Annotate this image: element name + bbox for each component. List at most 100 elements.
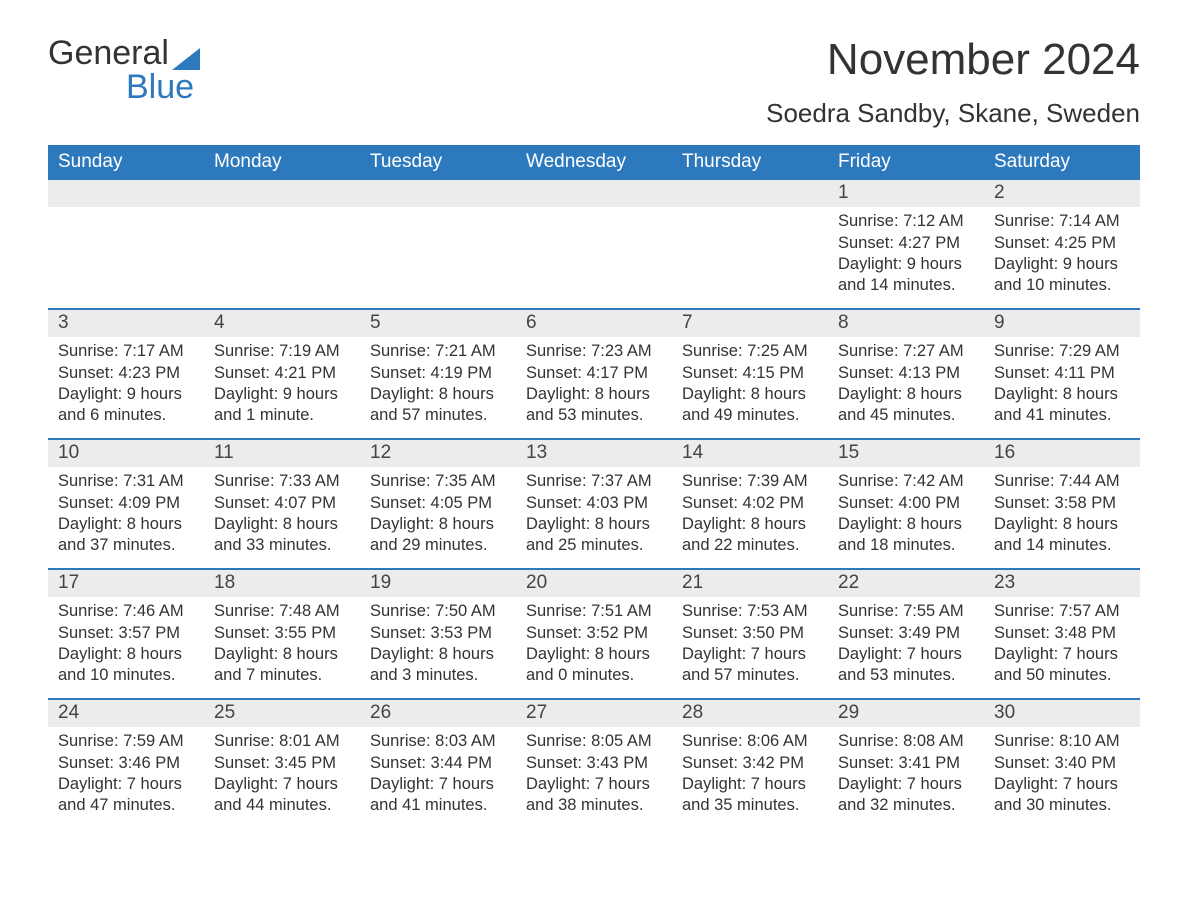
logo-word1: General xyxy=(48,36,169,70)
day-body: Sunrise: 7:42 AMSunset: 4:00 PMDaylight:… xyxy=(828,467,984,555)
sunrise-line: Sunrise: 7:59 AM xyxy=(58,731,194,752)
day-number: 21 xyxy=(672,570,828,597)
sunset-line: Sunset: 3:49 PM xyxy=(838,623,974,644)
top-row: General Blue November 2024 Soedra Sandby… xyxy=(48,36,1140,129)
sunrise-line: Sunrise: 7:53 AM xyxy=(682,601,818,622)
sunrise-line: Sunrise: 7:14 AM xyxy=(994,211,1130,232)
day-cell: 10Sunrise: 7:31 AMSunset: 4:09 PMDayligh… xyxy=(48,440,204,568)
day-cell: 30Sunrise: 8:10 AMSunset: 3:40 PMDayligh… xyxy=(984,700,1140,828)
sunrise-line: Sunrise: 8:10 AM xyxy=(994,731,1130,752)
daylight-line: Daylight: 8 hoursand 10 minutes. xyxy=(58,644,194,686)
sunset-line: Sunset: 3:43 PM xyxy=(526,753,662,774)
day-number: 23 xyxy=(984,570,1140,597)
day-cell: 5Sunrise: 7:21 AMSunset: 4:19 PMDaylight… xyxy=(360,310,516,438)
sunrise-line: Sunrise: 7:21 AM xyxy=(370,341,506,362)
sunset-line: Sunset: 3:52 PM xyxy=(526,623,662,644)
daylight-line: Daylight: 7 hoursand 53 minutes. xyxy=(838,644,974,686)
empty-strip xyxy=(204,180,360,207)
weekday-header: Sunday xyxy=(48,145,204,180)
day-cell: 8Sunrise: 7:27 AMSunset: 4:13 PMDaylight… xyxy=(828,310,984,438)
day-number: 6 xyxy=(516,310,672,337)
weekday-header: Friday xyxy=(828,145,984,180)
day-body: Sunrise: 7:57 AMSunset: 3:48 PMDaylight:… xyxy=(984,597,1140,685)
sunset-line: Sunset: 3:42 PM xyxy=(682,753,818,774)
day-number: 3 xyxy=(48,310,204,337)
daylight-line: Daylight: 9 hoursand 1 minute. xyxy=(214,384,350,426)
sunrise-line: Sunrise: 7:37 AM xyxy=(526,471,662,492)
empty-day-cell xyxy=(48,180,204,308)
sunrise-line: Sunrise: 7:12 AM xyxy=(838,211,974,232)
sunset-line: Sunset: 4:03 PM xyxy=(526,493,662,514)
day-cell: 16Sunrise: 7:44 AMSunset: 3:58 PMDayligh… xyxy=(984,440,1140,568)
day-body: Sunrise: 7:17 AMSunset: 4:23 PMDaylight:… xyxy=(48,337,204,425)
day-cell: 3Sunrise: 7:17 AMSunset: 4:23 PMDaylight… xyxy=(48,310,204,438)
day-number: 25 xyxy=(204,700,360,727)
sunset-line: Sunset: 4:02 PM xyxy=(682,493,818,514)
weekday-header: Tuesday xyxy=(360,145,516,180)
day-body: Sunrise: 7:39 AMSunset: 4:02 PMDaylight:… xyxy=(672,467,828,555)
sunset-line: Sunset: 3:58 PM xyxy=(994,493,1130,514)
day-number: 10 xyxy=(48,440,204,467)
day-body: Sunrise: 8:08 AMSunset: 3:41 PMDaylight:… xyxy=(828,727,984,815)
day-number: 27 xyxy=(516,700,672,727)
day-body: Sunrise: 7:25 AMSunset: 4:15 PMDaylight:… xyxy=(672,337,828,425)
sunset-line: Sunset: 4:17 PM xyxy=(526,363,662,384)
day-number: 22 xyxy=(828,570,984,597)
empty-strip xyxy=(360,180,516,207)
sunset-line: Sunset: 4:09 PM xyxy=(58,493,194,514)
sunrise-line: Sunrise: 7:46 AM xyxy=(58,601,194,622)
day-cell: 18Sunrise: 7:48 AMSunset: 3:55 PMDayligh… xyxy=(204,570,360,698)
sunrise-line: Sunrise: 7:25 AM xyxy=(682,341,818,362)
daylight-line: Daylight: 8 hoursand 18 minutes. xyxy=(838,514,974,556)
sunset-line: Sunset: 4:05 PM xyxy=(370,493,506,514)
sunset-line: Sunset: 3:46 PM xyxy=(58,753,194,774)
day-cell: 29Sunrise: 8:08 AMSunset: 3:41 PMDayligh… xyxy=(828,700,984,828)
daylight-line: Daylight: 8 hoursand 33 minutes. xyxy=(214,514,350,556)
day-body: Sunrise: 7:50 AMSunset: 3:53 PMDaylight:… xyxy=(360,597,516,685)
day-body: Sunrise: 7:51 AMSunset: 3:52 PMDaylight:… xyxy=(516,597,672,685)
empty-day-cell xyxy=(516,180,672,308)
day-body: Sunrise: 7:23 AMSunset: 4:17 PMDaylight:… xyxy=(516,337,672,425)
day-number: 14 xyxy=(672,440,828,467)
day-number: 30 xyxy=(984,700,1140,727)
daylight-line: Daylight: 9 hoursand 6 minutes. xyxy=(58,384,194,426)
day-body: Sunrise: 7:37 AMSunset: 4:03 PMDaylight:… xyxy=(516,467,672,555)
daylight-line: Daylight: 8 hoursand 45 minutes. xyxy=(838,384,974,426)
day-body: Sunrise: 8:05 AMSunset: 3:43 PMDaylight:… xyxy=(516,727,672,815)
day-number: 1 xyxy=(828,180,984,207)
sunrise-line: Sunrise: 7:33 AM xyxy=(214,471,350,492)
calendar: SundayMondayTuesdayWednesdayThursdayFrid… xyxy=(48,145,1140,828)
day-body: Sunrise: 7:48 AMSunset: 3:55 PMDaylight:… xyxy=(204,597,360,685)
sunset-line: Sunset: 3:55 PM xyxy=(214,623,350,644)
day-cell: 19Sunrise: 7:50 AMSunset: 3:53 PMDayligh… xyxy=(360,570,516,698)
sunset-line: Sunset: 3:50 PM xyxy=(682,623,818,644)
sunset-line: Sunset: 4:07 PM xyxy=(214,493,350,514)
day-body: Sunrise: 7:53 AMSunset: 3:50 PMDaylight:… xyxy=(672,597,828,685)
day-cell: 26Sunrise: 8:03 AMSunset: 3:44 PMDayligh… xyxy=(360,700,516,828)
day-number: 26 xyxy=(360,700,516,727)
day-cell: 6Sunrise: 7:23 AMSunset: 4:17 PMDaylight… xyxy=(516,310,672,438)
empty-strip xyxy=(48,180,204,207)
day-body: Sunrise: 7:31 AMSunset: 4:09 PMDaylight:… xyxy=(48,467,204,555)
day-number: 9 xyxy=(984,310,1140,337)
sunrise-line: Sunrise: 7:42 AM xyxy=(838,471,974,492)
sunrise-line: Sunrise: 7:57 AM xyxy=(994,601,1130,622)
day-number: 17 xyxy=(48,570,204,597)
daylight-line: Daylight: 9 hoursand 10 minutes. xyxy=(994,254,1130,296)
day-body: Sunrise: 7:44 AMSunset: 3:58 PMDaylight:… xyxy=(984,467,1140,555)
empty-day-cell xyxy=(360,180,516,308)
daylight-line: Daylight: 8 hoursand 29 minutes. xyxy=(370,514,506,556)
sunset-line: Sunset: 4:25 PM xyxy=(994,233,1130,254)
sunrise-line: Sunrise: 7:23 AM xyxy=(526,341,662,362)
daylight-line: Daylight: 8 hoursand 57 minutes. xyxy=(370,384,506,426)
day-number: 4 xyxy=(204,310,360,337)
sunset-line: Sunset: 3:41 PM xyxy=(838,753,974,774)
title-block: November 2024 Soedra Sandby, Skane, Swed… xyxy=(766,36,1140,129)
week-row: 24Sunrise: 7:59 AMSunset: 3:46 PMDayligh… xyxy=(48,698,1140,828)
day-body: Sunrise: 7:19 AMSunset: 4:21 PMDaylight:… xyxy=(204,337,360,425)
daylight-line: Daylight: 8 hoursand 53 minutes. xyxy=(526,384,662,426)
daylight-line: Daylight: 8 hoursand 0 minutes. xyxy=(526,644,662,686)
daylight-line: Daylight: 7 hoursand 30 minutes. xyxy=(994,774,1130,816)
day-cell: 22Sunrise: 7:55 AMSunset: 3:49 PMDayligh… xyxy=(828,570,984,698)
sunrise-line: Sunrise: 7:39 AM xyxy=(682,471,818,492)
